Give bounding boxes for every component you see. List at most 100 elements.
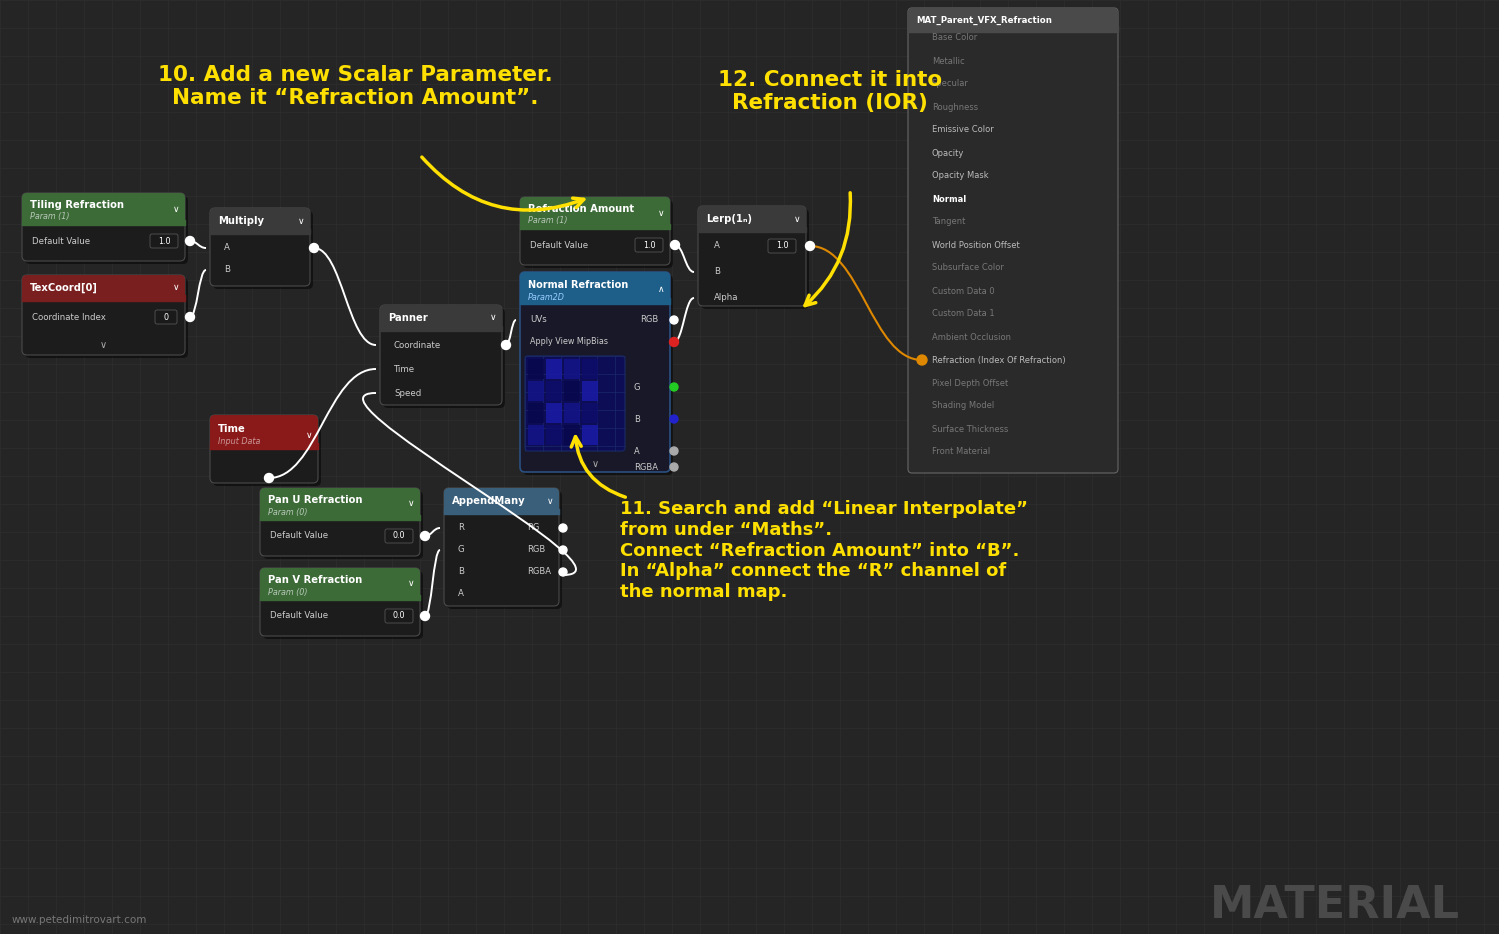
FancyBboxPatch shape <box>447 491 562 609</box>
Circle shape <box>502 341 511 349</box>
Text: 0.0: 0.0 <box>393 531 405 541</box>
Text: 10. Add a new Scalar Parameter.
Name it “Refraction Amount”.: 10. Add a new Scalar Parameter. Name it … <box>157 65 552 108</box>
Text: Metallic: Metallic <box>932 56 965 65</box>
Text: Subsurface Color: Subsurface Color <box>932 263 1004 273</box>
Bar <box>564 359 580 379</box>
Text: 1.0: 1.0 <box>157 236 171 246</box>
Text: 1.0: 1.0 <box>643 240 655 249</box>
FancyBboxPatch shape <box>210 208 310 234</box>
FancyBboxPatch shape <box>444 488 559 514</box>
Text: B: B <box>634 415 640 423</box>
Text: Base Color: Base Color <box>932 34 977 43</box>
FancyBboxPatch shape <box>636 238 663 252</box>
Text: Param (1): Param (1) <box>528 217 568 225</box>
FancyBboxPatch shape <box>22 275 184 355</box>
Circle shape <box>559 524 567 532</box>
Text: ∨: ∨ <box>408 500 414 508</box>
Circle shape <box>186 236 195 246</box>
Text: Custom Data 1: Custom Data 1 <box>932 309 995 318</box>
Text: RGBA: RGBA <box>634 462 658 472</box>
Text: Emissive Color: Emissive Color <box>932 125 994 134</box>
FancyBboxPatch shape <box>210 208 310 286</box>
Circle shape <box>559 568 567 576</box>
Text: www.petedimitrovart.com: www.petedimitrovart.com <box>12 915 147 925</box>
Circle shape <box>670 447 678 455</box>
Circle shape <box>559 546 567 554</box>
Text: RGB: RGB <box>528 545 546 555</box>
FancyBboxPatch shape <box>767 239 796 253</box>
Bar <box>582 381 598 401</box>
Text: Pan U Refraction: Pan U Refraction <box>268 495 363 505</box>
Text: A: A <box>634 446 640 456</box>
Text: 12. Connect it into
Refraction (IOR): 12. Connect it into Refraction (IOR) <box>718 70 941 113</box>
Text: Roughness: Roughness <box>932 103 979 111</box>
Text: World Position Offset: World Position Offset <box>932 240 1019 249</box>
Circle shape <box>421 612 430 620</box>
FancyBboxPatch shape <box>22 193 184 261</box>
FancyBboxPatch shape <box>520 272 670 304</box>
Text: Default Value: Default Value <box>31 236 90 246</box>
Text: ∨: ∨ <box>172 205 180 214</box>
Text: Opacity: Opacity <box>932 149 964 158</box>
Bar <box>546 381 562 401</box>
Text: 1.0: 1.0 <box>776 242 788 250</box>
Circle shape <box>670 240 679 249</box>
Text: AppendMany: AppendMany <box>453 496 526 506</box>
FancyBboxPatch shape <box>25 196 187 264</box>
Text: 0.0: 0.0 <box>393 612 405 620</box>
Bar <box>546 359 562 379</box>
Text: Speed: Speed <box>394 389 421 398</box>
FancyBboxPatch shape <box>523 275 673 475</box>
Text: G: G <box>634 383 640 391</box>
Text: Apply View MipBias: Apply View MipBias <box>531 337 609 347</box>
Circle shape <box>917 355 926 365</box>
Bar <box>564 425 580 445</box>
Text: Surface Thickness: Surface Thickness <box>932 424 1009 433</box>
Text: Pixel Depth Offset: Pixel Depth Offset <box>932 378 1009 388</box>
FancyBboxPatch shape <box>385 609 414 623</box>
FancyBboxPatch shape <box>908 8 1118 32</box>
Bar <box>528 381 544 401</box>
Text: ∨: ∨ <box>306 431 312 440</box>
Text: Param (1): Param (1) <box>30 213 69 221</box>
Circle shape <box>805 242 814 250</box>
FancyBboxPatch shape <box>259 568 420 636</box>
Text: A: A <box>223 244 229 252</box>
Text: ∨: ∨ <box>547 497 553 505</box>
FancyBboxPatch shape <box>154 310 177 324</box>
Text: ∨: ∨ <box>408 579 414 588</box>
FancyBboxPatch shape <box>520 197 670 265</box>
Text: RGBA: RGBA <box>528 568 552 576</box>
Text: Multiply: Multiply <box>217 216 264 226</box>
Text: Param2D: Param2D <box>528 292 565 302</box>
Text: Default Value: Default Value <box>270 612 328 620</box>
Text: R: R <box>459 523 465 532</box>
Circle shape <box>670 463 678 471</box>
Text: ∨: ∨ <box>298 217 304 225</box>
Circle shape <box>264 474 273 483</box>
FancyBboxPatch shape <box>150 234 178 248</box>
Text: Param (0): Param (0) <box>268 587 307 597</box>
FancyBboxPatch shape <box>699 206 806 232</box>
Text: Refraction Amount: Refraction Amount <box>528 205 634 214</box>
FancyBboxPatch shape <box>262 571 423 639</box>
Circle shape <box>421 531 430 541</box>
Text: Tangent: Tangent <box>932 218 965 227</box>
Bar <box>528 403 544 423</box>
Text: Opacity Mask: Opacity Mask <box>932 172 989 180</box>
FancyBboxPatch shape <box>210 415 318 483</box>
Text: Coordinate: Coordinate <box>394 341 441 349</box>
Text: Alpha: Alpha <box>714 293 739 303</box>
FancyBboxPatch shape <box>520 197 670 229</box>
FancyBboxPatch shape <box>908 8 1118 473</box>
Text: ∨: ∨ <box>490 314 496 322</box>
Bar <box>546 425 562 445</box>
Text: TexCoord[0]: TexCoord[0] <box>30 283 97 293</box>
Circle shape <box>670 316 678 324</box>
Text: Default Value: Default Value <box>531 240 588 249</box>
Text: Param (0): Param (0) <box>268 507 307 517</box>
Text: B: B <box>223 265 229 275</box>
FancyBboxPatch shape <box>384 308 505 408</box>
Text: Default Value: Default Value <box>270 531 328 541</box>
Circle shape <box>670 383 678 391</box>
